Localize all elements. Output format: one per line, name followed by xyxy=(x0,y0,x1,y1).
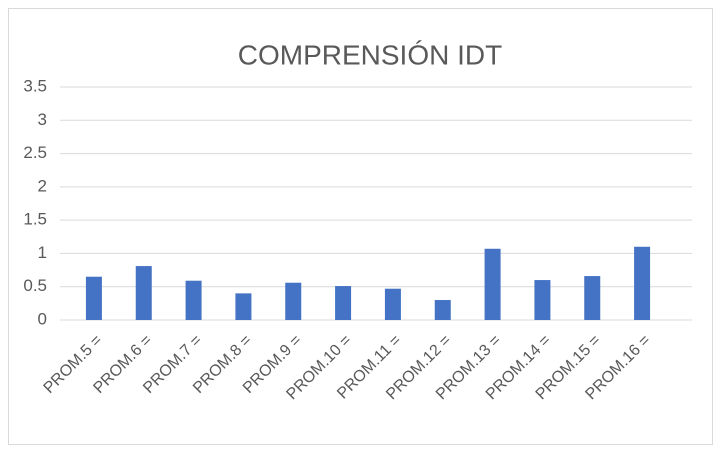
y-tick-label: 3 xyxy=(38,110,47,129)
y-tick-label: 1 xyxy=(38,243,47,262)
y-tick-label: 0 xyxy=(38,309,47,328)
bar xyxy=(384,288,401,320)
bar xyxy=(434,300,451,320)
y-tick-label: 2.5 xyxy=(23,143,47,162)
y-tick-label: 1.5 xyxy=(23,210,47,229)
bar xyxy=(85,276,102,320)
y-tick-label: 3.5 xyxy=(23,76,47,95)
chart-border xyxy=(8,8,713,445)
bar xyxy=(235,293,252,320)
bar xyxy=(484,248,501,320)
bar xyxy=(534,280,551,320)
bar xyxy=(584,276,601,320)
chart-title: COMPRENSIÓN IDT xyxy=(238,39,502,70)
bar xyxy=(335,286,352,320)
y-tick-label: 2 xyxy=(38,176,47,195)
y-tick-label: 0.5 xyxy=(23,276,47,295)
bar xyxy=(634,246,651,320)
bar xyxy=(285,282,302,320)
bar xyxy=(135,266,152,320)
bar xyxy=(185,280,202,320)
